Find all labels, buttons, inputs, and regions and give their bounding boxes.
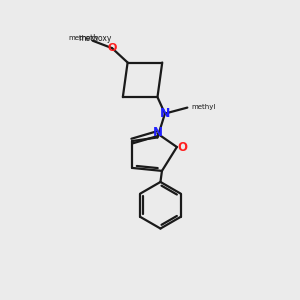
Text: N: N bbox=[160, 107, 170, 120]
Text: methoxy: methoxy bbox=[68, 35, 99, 41]
Text: O: O bbox=[107, 43, 117, 53]
Text: O: O bbox=[177, 140, 187, 154]
Text: methyl: methyl bbox=[191, 104, 215, 110]
Text: N: N bbox=[153, 126, 163, 139]
Text: methoxy: methoxy bbox=[78, 34, 111, 43]
